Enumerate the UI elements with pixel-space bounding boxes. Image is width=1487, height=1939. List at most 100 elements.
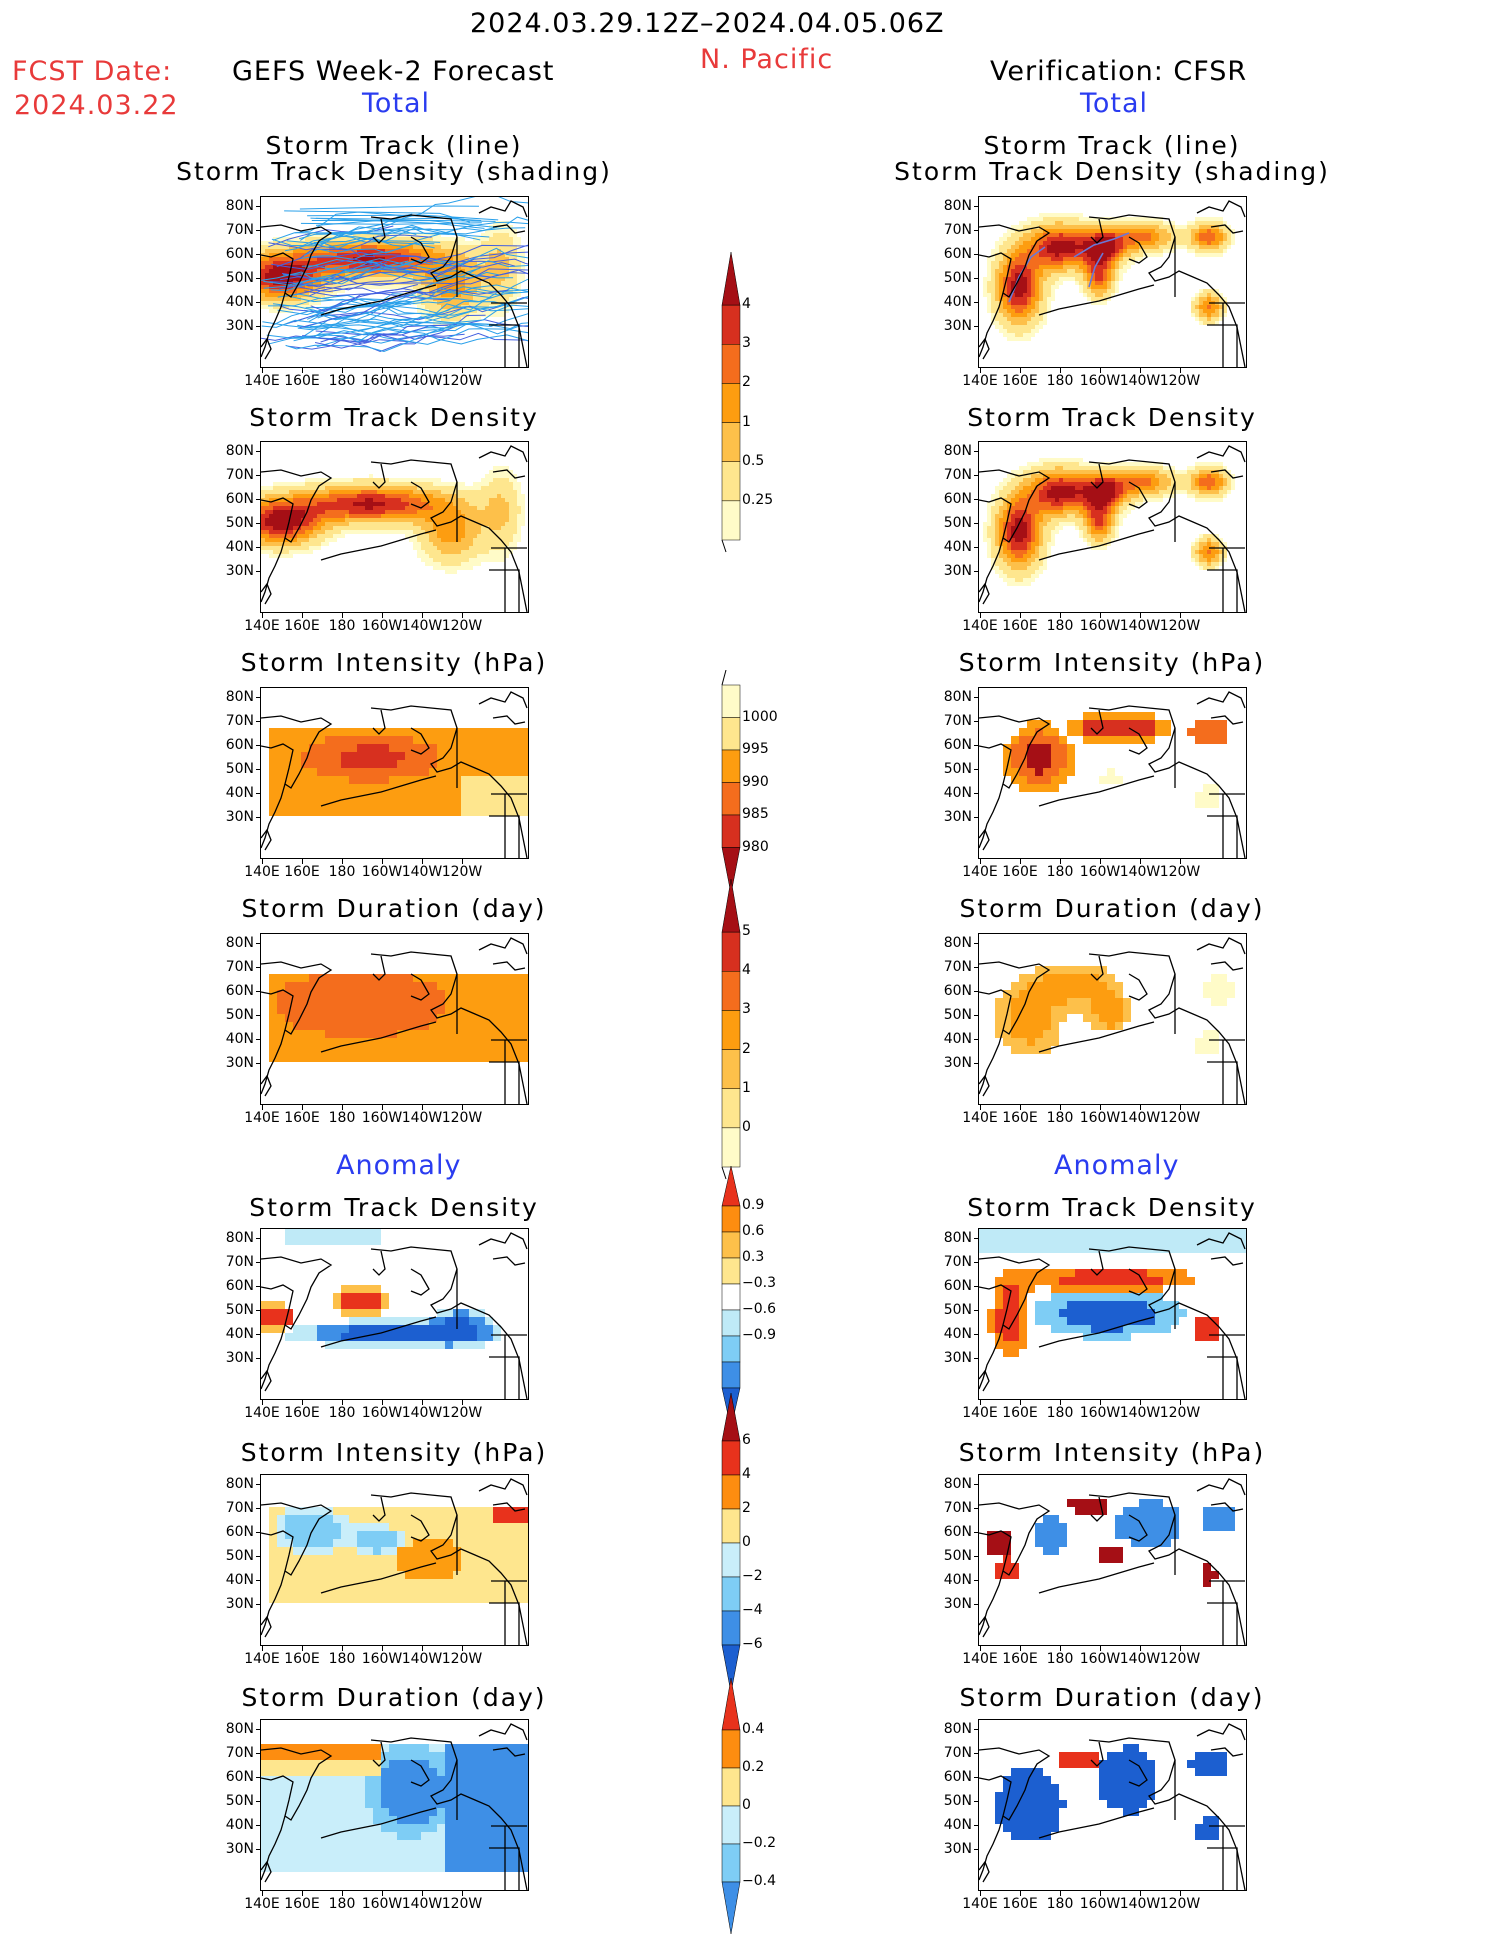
lat-tick-mark [974,571,979,572]
lat-tick-mark [974,499,979,500]
colorbar-label: 1 [742,414,751,430]
colorbar-label: 0 [742,1119,751,1135]
lon-tick-mark [1060,859,1061,864]
right-density-title: Storm Track Density [832,403,1392,432]
lat-tick-label: 40N [214,1572,254,1588]
verification-map-track [978,196,1247,368]
lat-tick-label: 80N [214,689,254,705]
lat-tick-mark [256,1556,261,1557]
lat-tick-mark [256,326,261,327]
lat-tick-mark [256,697,261,698]
lat-tick-mark [256,1063,261,1064]
right-anom-duration-title: Storm Duration (day) [832,1683,1392,1712]
colorbar-label: 0.2 [742,1759,764,1775]
left-duration-title: Storm Duration (day) [114,894,674,923]
colorbar-swatch [722,462,740,501]
colorbar-label: 1000 [742,709,778,725]
colorbar-swatch [722,932,740,971]
lat-tick-label: 80N [932,1721,972,1737]
region-title: N. Pacific [700,44,833,75]
lat-tick-label: 40N [214,294,254,310]
lat-tick-mark [974,1039,979,1040]
lat-tick-label: 50N [214,270,254,286]
lon-tick-mark [302,368,303,373]
lat-tick-mark [256,1358,261,1359]
lon-tick-mark [1060,368,1061,373]
lon-tick-mark [1140,859,1141,864]
colorbar-swatch [722,1050,740,1089]
lon-tick-mark [1060,1646,1061,1651]
colorbar-swatch [722,1362,740,1388]
lon-tick-mark [302,1400,303,1405]
lon-tick-mark [302,1646,303,1651]
lat-tick-mark [974,278,979,279]
lon-tick-mark [262,1105,263,1110]
lat-tick-label: 70N [214,467,254,483]
lat-tick-label: 70N [214,959,254,975]
colorbar-label: 5 [742,923,751,939]
colorbar-label: 2 [742,1041,751,1057]
lat-tick-mark [974,1801,979,1802]
map-field [979,1475,1246,1645]
lon-tick-mark [302,613,303,618]
map-field [261,1229,528,1399]
lon-tick-mark [1180,1400,1181,1405]
lon-tick-mark [1100,1891,1101,1896]
lat-tick-label: 40N [932,294,972,310]
lat-tick-mark [974,1015,979,1016]
lat-tick-label: 30N [214,318,254,334]
left-track-shading-title: Storm Track Density (shading) [114,157,674,186]
colorbar-label: 3 [742,335,751,351]
lat-tick-label: 80N [932,935,972,951]
colorbar-label: 0.4 [742,1721,764,1737]
lat-tick-label: 60N [932,246,972,262]
colorbar-swatch [722,1768,740,1806]
lat-tick-label: 50N [932,1548,972,1564]
lat-tick-mark [974,1532,979,1533]
lat-tick-mark [974,1604,979,1605]
lon-tick-mark [1180,1891,1181,1896]
colorbar-label: 0.9 [742,1197,764,1213]
lat-tick-mark [256,230,261,231]
lat-tick-mark [974,326,979,327]
lat-tick-mark [256,1286,261,1287]
map-field [261,442,528,612]
lon-tick-mark [422,1400,423,1405]
colorbar-swatch [722,1310,740,1336]
lon-tick-mark [1140,1400,1141,1405]
colorbar-label: 4 [742,296,751,312]
lat-tick-mark [974,547,979,548]
left-column-title: GEFS Week-2 Forecast [232,56,554,87]
lon-tick-label: 120W [1155,1896,1205,1912]
lon-tick-mark [382,1105,383,1110]
lon-tick-mark [1060,1891,1061,1896]
lat-tick-label: 70N [932,959,972,975]
colorbar-swatch [722,1010,740,1049]
right-anom-intensity-title: Storm Intensity (hPa) [832,1438,1392,1467]
lat-tick-label: 60N [932,1524,972,1540]
lon-tick-mark [1100,1646,1101,1651]
lat-tick-label: 80N [932,198,972,214]
lat-tick-mark [256,523,261,524]
lon-tick-mark [1140,1105,1141,1110]
lat-tick-mark [974,1849,979,1850]
lat-tick-mark [974,745,979,746]
colorbar-label: 4 [742,1466,751,1482]
lat-tick-label: 30N [932,1350,972,1366]
lat-tick-mark [256,302,261,303]
lon-tick-mark [980,1646,981,1651]
colorbar-label: 0 [742,1797,751,1813]
colorbar-swatch [722,1336,740,1362]
lat-tick-mark [256,1604,261,1605]
lon-tick-mark [1060,613,1061,618]
colorbar-swatch [722,1128,740,1167]
colorbar-swatch [722,1393,740,1441]
lat-tick-label: 50N [932,761,972,777]
map-field [979,688,1246,858]
lat-tick-mark [256,1729,261,1730]
map-field [261,1720,528,1890]
lon-tick-mark [1020,613,1021,618]
left-intensity-title: Storm Intensity (hPa) [114,648,674,677]
lat-tick-label: 80N [932,689,972,705]
lat-tick-label: 30N [932,1596,972,1612]
